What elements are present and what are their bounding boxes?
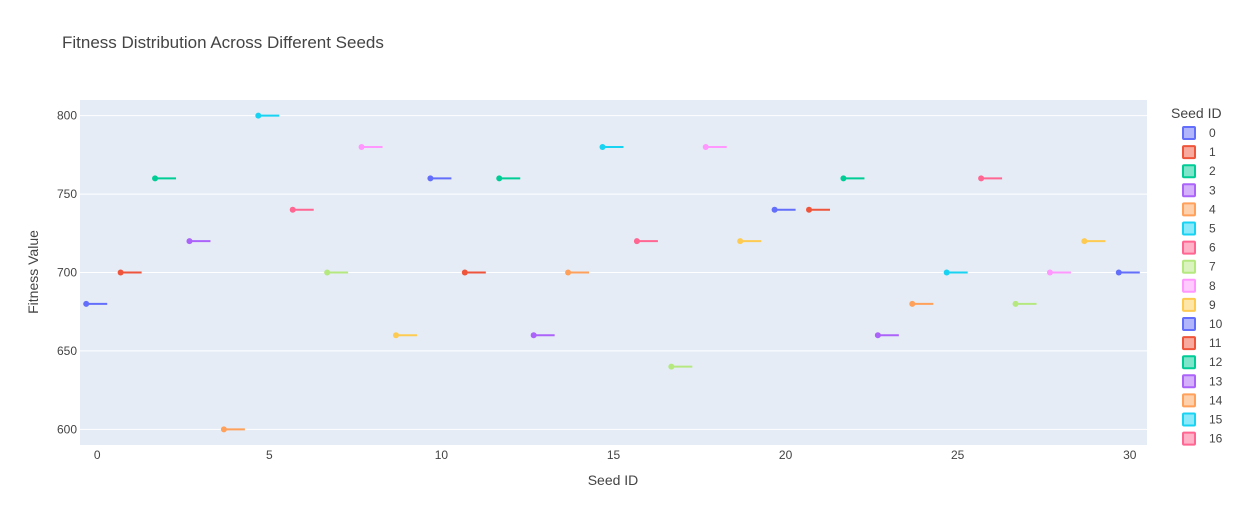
data-point (427, 175, 433, 181)
legend-label: 10 (1209, 317, 1223, 331)
x-tick-label: 25 (951, 448, 965, 462)
data-point (1013, 301, 1019, 307)
data-point (496, 175, 502, 181)
legend-swatch (1183, 242, 1195, 254)
x-tick-label: 20 (779, 448, 793, 462)
legend-swatch (1183, 261, 1195, 273)
y-tick-label: 600 (57, 422, 77, 436)
y-tick-label: 700 (57, 266, 77, 280)
legend-label: 0 (1209, 126, 1216, 140)
legend-label: 13 (1209, 374, 1223, 388)
data-point (944, 270, 950, 276)
y-tick-label: 650 (57, 344, 77, 358)
data-point (978, 175, 984, 181)
legend-swatch (1183, 203, 1195, 215)
data-point (875, 332, 881, 338)
data-point (531, 332, 537, 338)
legend-label: 3 (1209, 183, 1216, 197)
legend-swatch (1183, 127, 1195, 139)
legend-label: 15 (1209, 413, 1223, 427)
y-tick-label: 750 (57, 187, 77, 201)
legend-label: 9 (1209, 298, 1216, 312)
data-point (83, 301, 89, 307)
legend-swatch (1183, 184, 1195, 196)
data-point (600, 144, 606, 150)
legend-swatch (1183, 394, 1195, 406)
x-tick-label: 5 (266, 448, 273, 462)
legend-swatch (1183, 318, 1195, 330)
data-point (772, 207, 778, 213)
data-point (703, 144, 709, 150)
data-point (152, 175, 158, 181)
data-point (462, 270, 468, 276)
data-point (393, 332, 399, 338)
legend-swatch (1183, 165, 1195, 177)
legend-swatch (1183, 223, 1195, 235)
x-axis-title: Seed ID (588, 472, 639, 488)
data-point (324, 270, 330, 276)
data-point (221, 426, 227, 432)
data-point (290, 207, 296, 213)
data-point (634, 238, 640, 244)
legend-label: 4 (1209, 202, 1216, 216)
legend-swatch (1183, 299, 1195, 311)
data-point (840, 175, 846, 181)
y-axis-title: Fitness Value (25, 230, 41, 314)
data-point (255, 113, 261, 119)
data-point (565, 270, 571, 276)
legend-swatch (1183, 337, 1195, 349)
y-tick-labels: 600 650 700 750 800 (57, 109, 77, 437)
data-point (1081, 238, 1087, 244)
legend-swatch (1183, 375, 1195, 387)
legend-swatch (1183, 280, 1195, 292)
legend-label: 7 (1209, 260, 1216, 274)
x-tick-label: 30 (1123, 448, 1137, 462)
legend-label: 1 (1209, 145, 1216, 159)
data-point (186, 238, 192, 244)
x-tick-label: 10 (435, 448, 449, 462)
data-point (909, 301, 915, 307)
legend-swatch (1183, 433, 1195, 445)
legend-label: 6 (1209, 241, 1216, 255)
data-point (806, 207, 812, 213)
legend-label: 12 (1209, 355, 1223, 369)
x-tick-labels: 0 5 10 15 20 25 30 (94, 448, 1137, 462)
legend-label: 2 (1209, 164, 1216, 178)
data-point (1047, 270, 1053, 276)
legend-title: Seed ID (1171, 105, 1222, 121)
legend-swatch (1183, 356, 1195, 368)
y-tick-label: 800 (57, 109, 77, 123)
legend-label: 8 (1209, 279, 1216, 293)
legend-label: 5 (1209, 222, 1216, 236)
legend-label: 11 (1209, 336, 1222, 350)
data-point (668, 364, 674, 370)
legend-label: 16 (1209, 432, 1223, 446)
x-tick-label: 0 (94, 448, 101, 462)
legend-swatch (1183, 414, 1195, 426)
data-point (118, 270, 124, 276)
x-tick-label: 15 (607, 448, 621, 462)
legend-swatch (1183, 146, 1195, 158)
data-point (737, 238, 743, 244)
data-point (359, 144, 365, 150)
legend-label: 14 (1209, 393, 1223, 407)
data-point (1116, 270, 1122, 276)
